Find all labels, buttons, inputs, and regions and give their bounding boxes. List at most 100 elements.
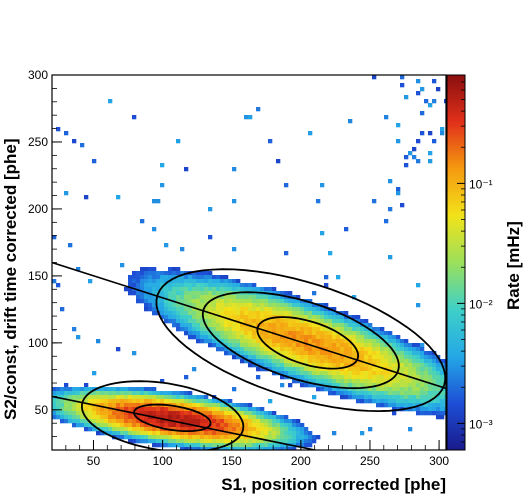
- heat-cell: [216, 299, 221, 304]
- heat-cell: [120, 431, 125, 436]
- heat-cell: [272, 347, 277, 352]
- heat-cell: [108, 99, 113, 104]
- heat-cell: [424, 375, 429, 380]
- heat-cell: [284, 419, 289, 424]
- heat-cell: [116, 419, 121, 424]
- heat-cell: [376, 355, 381, 360]
- heat-cell: [176, 395, 181, 400]
- heat-cell: [148, 411, 153, 416]
- heat-cell: [276, 327, 281, 332]
- heat-cell: [64, 383, 69, 388]
- heat-cell: [160, 183, 165, 188]
- heat-cell: [300, 315, 305, 320]
- heat-cell: [156, 407, 161, 412]
- heat-cell: [256, 311, 261, 316]
- heat-cell: [300, 355, 305, 360]
- heat-cell: [220, 431, 225, 436]
- heat-cell: [164, 407, 169, 412]
- heat-cell: [56, 403, 61, 408]
- heat-cell: [404, 355, 409, 360]
- heat-cell: [156, 283, 161, 288]
- heat-cell: [396, 383, 401, 388]
- heat-cell: [260, 343, 265, 348]
- heat-cell: [160, 287, 165, 292]
- heat-cell: [204, 435, 209, 440]
- heat-cell: [416, 79, 421, 84]
- heat-cell: [328, 379, 333, 384]
- heat-cell: [280, 331, 285, 336]
- heat-cell: [240, 427, 245, 432]
- heat-cell: [144, 391, 149, 396]
- heat-cell: [424, 383, 429, 388]
- heat-cell: [300, 343, 305, 348]
- heat-cell: [200, 435, 205, 440]
- heat-cell: [304, 427, 309, 432]
- heat-cell: [152, 439, 157, 444]
- heat-cell: [280, 323, 285, 328]
- heat-cell: [316, 311, 321, 316]
- heat-cell: [364, 339, 369, 344]
- heat-cell: [76, 411, 81, 416]
- heat-cell: [196, 439, 201, 444]
- heat-cell: [428, 355, 433, 360]
- heat-cell: [128, 439, 133, 444]
- heat-cell: [376, 343, 381, 348]
- heat-cell: [192, 311, 197, 316]
- heat-cell: [384, 115, 389, 120]
- heat-cell: [408, 427, 413, 432]
- heat-cell: [228, 419, 233, 424]
- heat-cell: [88, 407, 93, 412]
- heat-cell: [268, 311, 273, 316]
- heat-cell: [80, 143, 85, 148]
- heat-cell: [228, 279, 233, 284]
- heat-cell: [312, 315, 317, 320]
- heat-cell: [404, 375, 409, 380]
- heat-cell: [344, 367, 349, 372]
- heat-cell: [108, 419, 113, 424]
- heat-cell: [412, 343, 417, 348]
- heat-cell: [276, 311, 281, 316]
- heat-cell: [348, 391, 353, 396]
- x-tick-label: 200: [291, 454, 311, 468]
- heat-cell: [172, 319, 177, 324]
- heat-cell: [172, 431, 177, 436]
- heat-cell: [256, 339, 261, 344]
- heat-cell: [336, 315, 341, 320]
- heat-cell: [136, 415, 141, 420]
- heat-cell: [204, 399, 209, 404]
- heat-cell: [312, 331, 317, 336]
- heat-cell: [136, 407, 141, 412]
- heat-cell: [224, 351, 229, 356]
- heat-cell: [56, 415, 61, 420]
- heat-cell: [332, 387, 337, 392]
- heat-cell: [300, 299, 305, 304]
- heat-cell: [444, 359, 446, 364]
- heat-cell: [400, 339, 405, 344]
- heat-cell: [144, 423, 149, 428]
- heat-cell: [64, 415, 69, 420]
- heat-cell: [248, 295, 253, 300]
- heat-cell: [84, 399, 89, 404]
- heat-cell: [288, 311, 293, 316]
- heat-cell: [188, 399, 193, 404]
- heat-cell: [324, 351, 329, 356]
- heat-cell: [172, 399, 177, 404]
- heat-cell: [248, 407, 253, 412]
- heat-cell: [428, 383, 433, 388]
- heat-cell: [84, 423, 89, 428]
- heat-cell: [260, 419, 265, 424]
- heat-cell: [52, 399, 57, 404]
- heat-cell: [296, 435, 301, 440]
- heat-cell: [152, 303, 157, 308]
- heat-cell: [308, 383, 313, 388]
- heat-cell: [132, 403, 137, 408]
- heat-cell: [280, 295, 285, 300]
- heat-cell: [380, 391, 385, 396]
- heat-cell: [184, 323, 189, 328]
- heat-cell: [160, 275, 165, 280]
- heat-cell: [104, 399, 109, 404]
- heat-cell: [240, 295, 245, 300]
- heat-cell: [200, 303, 205, 308]
- heat-cell: [328, 323, 333, 328]
- heat-cell: [176, 431, 181, 436]
